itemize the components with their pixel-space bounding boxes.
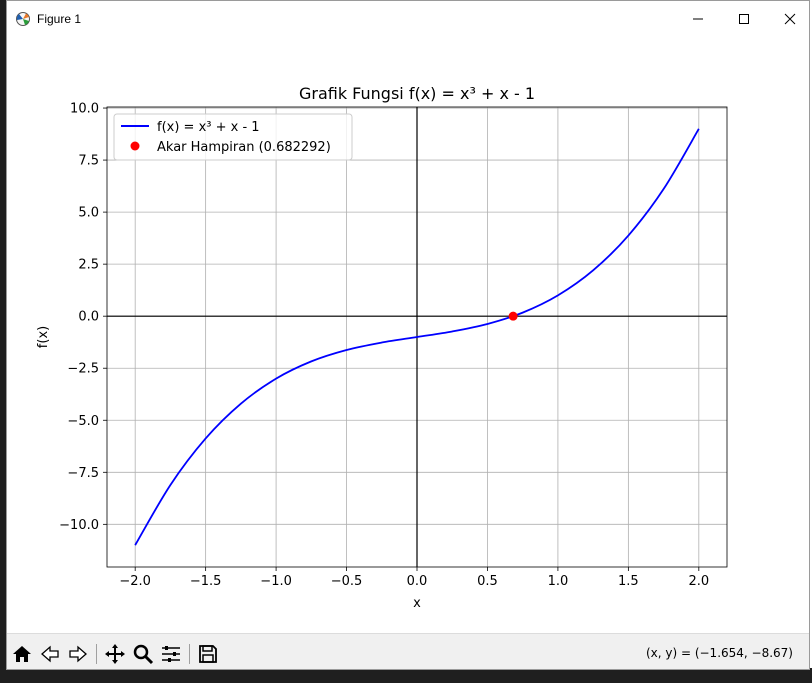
zoom-button[interactable]	[132, 643, 154, 665]
grid-lines	[107, 107, 727, 567]
x-tick-label: 0.5	[477, 574, 498, 589]
x-ticks: −2.0 −1.5 −1.0 −0.5 0.0 0.5 1.0 1.5 2.0	[119, 567, 709, 589]
x-tick-label: −1.5	[190, 574, 222, 589]
x-tick-label: −2.0	[119, 574, 151, 589]
configure-subplots-button[interactable]	[160, 643, 182, 665]
desktop-background-left	[0, 0, 8, 683]
y-tick-label: −2.5	[67, 362, 99, 377]
save-button[interactable]	[197, 643, 219, 665]
y-ticks: 10.0 7.5 5.0 2.5 0.0 −2.5 −5.0 −7.5 −10.0	[59, 102, 107, 533]
forward-icon	[69, 645, 87, 663]
y-tick-label: −7.5	[67, 466, 99, 481]
title-bar[interactable]: Figure 1	[7, 1, 809, 37]
legend-entry-root: Akar Hampiran (0.682292)	[157, 140, 331, 155]
x-tick-label: −0.5	[331, 574, 363, 589]
curve-layer	[134, 128, 700, 546]
x-tick-label: 1.5	[618, 574, 639, 589]
legend: f(x) = x³ + x - 1 Akar Hampiran (0.68229…	[113, 113, 353, 161]
close-button[interactable]	[767, 1, 809, 37]
matplotlib-app-icon	[15, 11, 31, 27]
legend-dot-swatch	[130, 141, 140, 151]
minimize-button[interactable]	[675, 1, 721, 37]
window-title: Figure 1	[37, 12, 82, 26]
y-tick-label: −5.0	[67, 414, 99, 429]
pan-icon	[105, 644, 125, 664]
configure-subplots-icon	[162, 646, 180, 662]
y-tick-label: −10.0	[59, 518, 99, 533]
maximize-icon	[739, 14, 749, 24]
y-tick-label: 7.5	[78, 154, 99, 169]
close-icon	[784, 13, 796, 25]
figure-canvas[interactable]: −2.0 −1.5 −1.0 −0.5 0.0 0.5 1.0 1.5 2.0 10.0 7.5 5…	[7, 37, 809, 633]
save-icon	[199, 645, 217, 663]
minimize-icon	[693, 18, 703, 20]
maximize-button[interactable]	[721, 1, 767, 37]
y-tick-label: 5.0	[78, 206, 99, 221]
zoom-icon	[133, 644, 154, 665]
x-tick-label: 0.0	[407, 574, 428, 589]
figure-window: Figure 1 −2.0 −1.5 −1.0 −0.5 0.0 0.5 1.0 1.5 2.0…	[6, 0, 810, 670]
toolbar-separator	[189, 644, 190, 664]
home-icon	[13, 646, 31, 662]
navigation-toolbar: (x, y) = (−1.654, −8.67)	[7, 633, 809, 669]
y-tick-label: 2.5	[78, 258, 99, 273]
y-tick-label: 0.0	[78, 310, 99, 325]
back-icon	[41, 645, 59, 663]
y-axis-label: f(x)	[36, 326, 51, 348]
chart-svg[interactable]: −2.0 −1.5 −1.0 −0.5 0.0 0.5 1.0 1.5 2.0 10.0 7.5 5…	[7, 37, 809, 633]
x-tick-label: 1.0	[548, 574, 569, 589]
pan-button[interactable]	[104, 643, 126, 665]
x-tick-label: 2.0	[688, 574, 709, 589]
cursor-coordinates: (x, y) = (−1.654, −8.67)	[645, 646, 793, 660]
home-button[interactable]	[11, 643, 33, 665]
back-button[interactable]	[39, 643, 61, 665]
function-curve	[134, 128, 700, 546]
taskbar-background	[0, 668, 812, 683]
chart-title: Grafik Fungsi f(x) = x³ + x - 1	[299, 84, 535, 103]
legend-entry-curve: f(x) = x³ + x - 1	[157, 120, 260, 135]
y-tick-label: 10.0	[70, 102, 99, 117]
legend-box	[113, 113, 353, 161]
forward-button[interactable]	[67, 643, 89, 665]
x-tick-label: −1.0	[260, 574, 292, 589]
root-point	[508, 311, 518, 321]
x-axis-label: x	[413, 596, 421, 611]
toolbar-separator	[96, 644, 97, 664]
